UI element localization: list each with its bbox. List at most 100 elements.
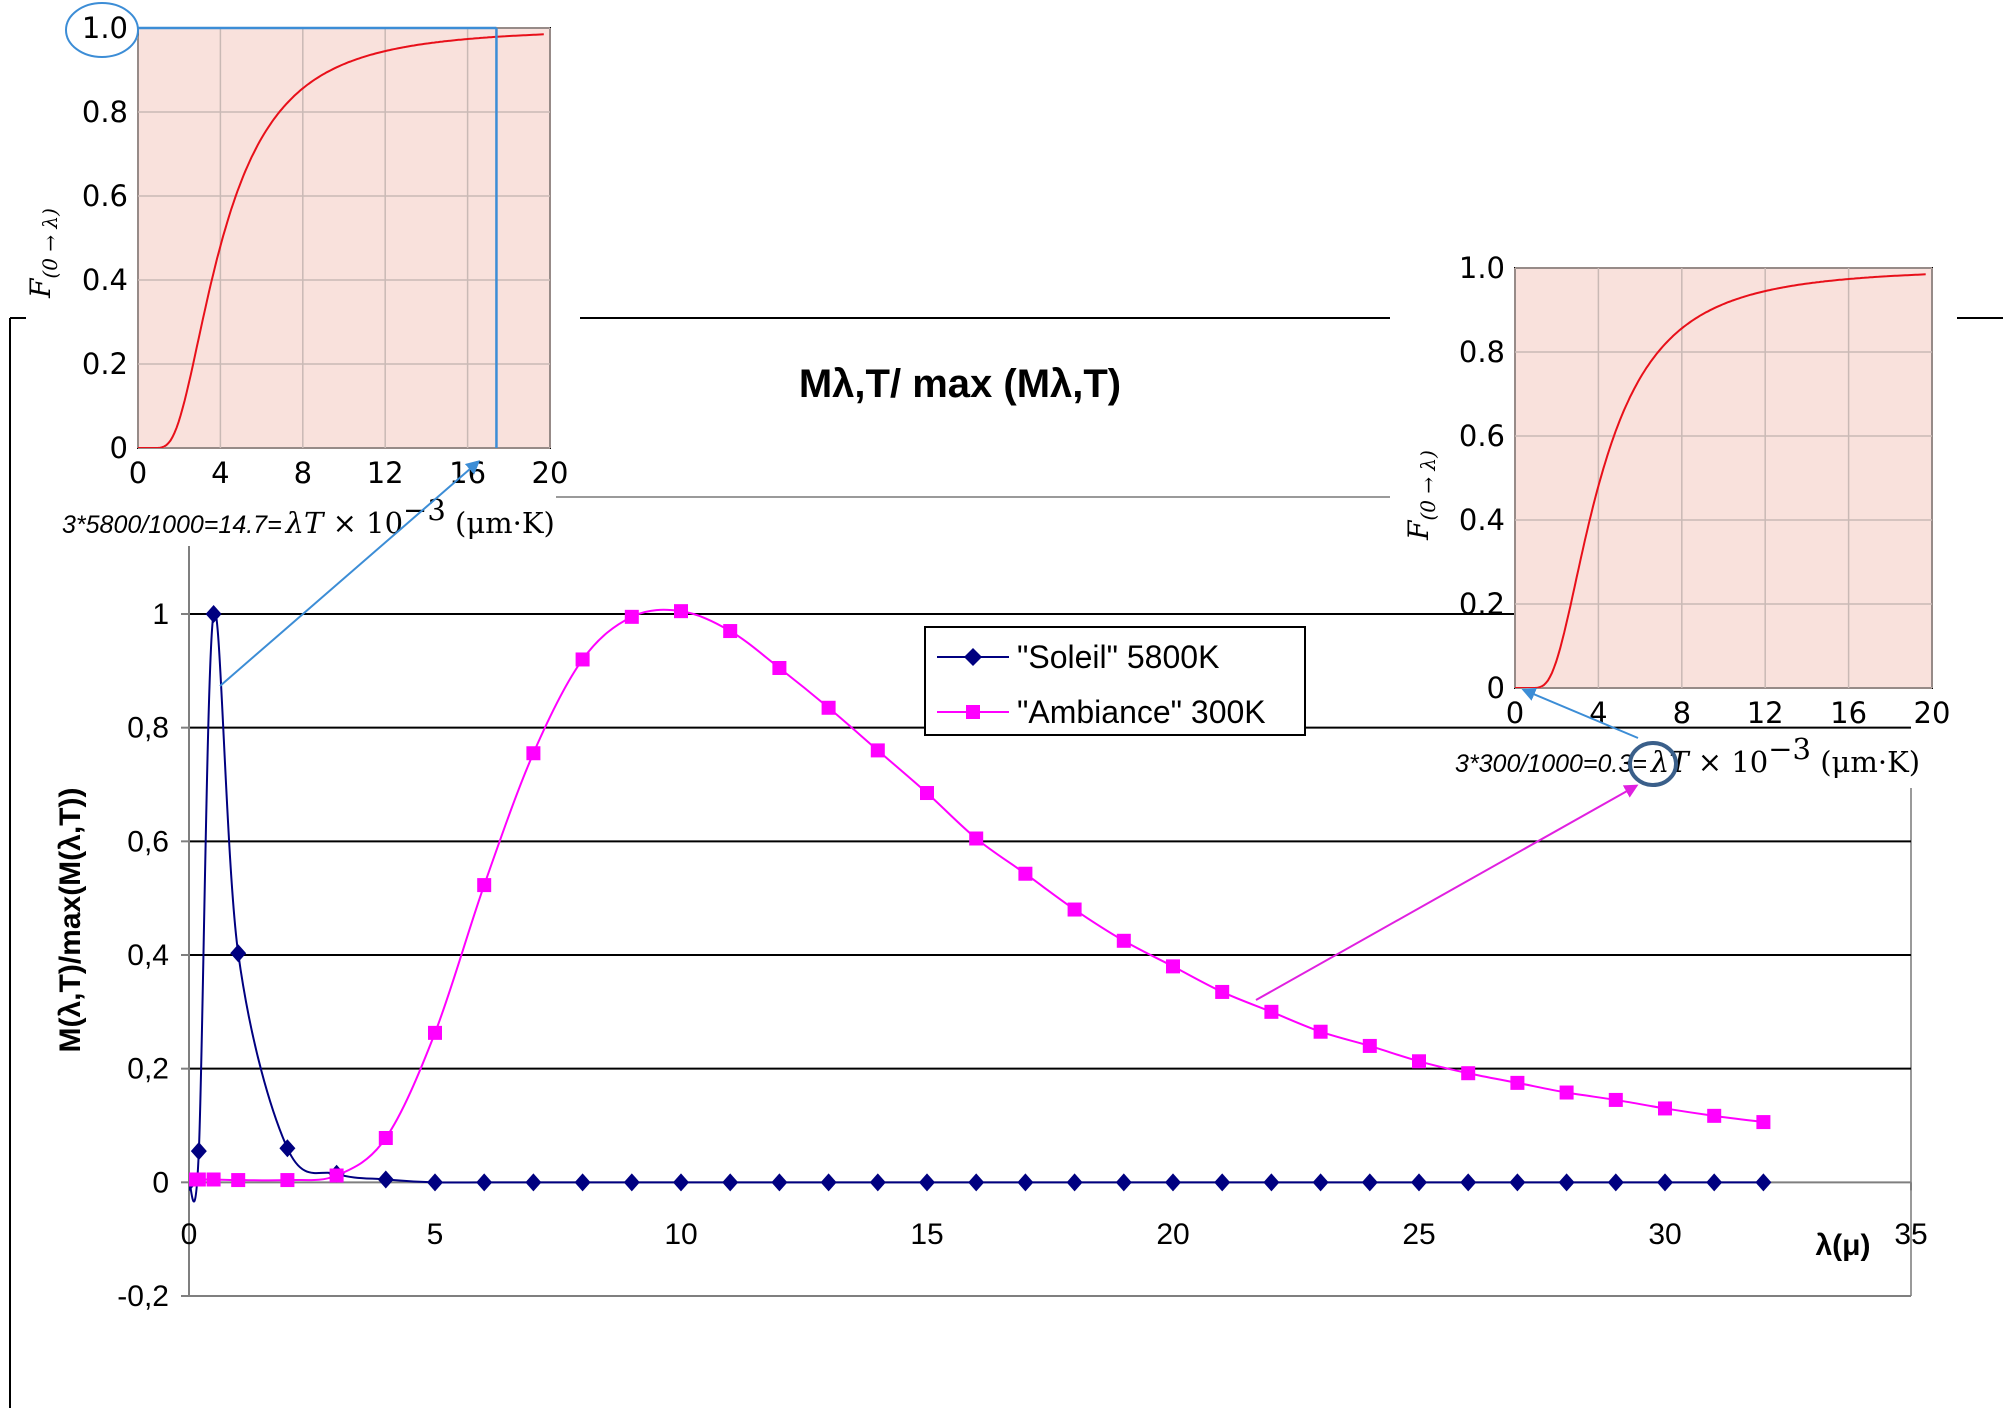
data-point-soleil bbox=[1263, 1173, 1280, 1192]
data-point-soleil bbox=[1411, 1173, 1427, 1192]
legend-label-soleil: "Soleil" 5800K bbox=[1017, 639, 1219, 675]
inset-y-tick-label: 1.0 bbox=[1459, 251, 1505, 285]
inset-x-tick-label: 8 bbox=[1673, 696, 1691, 730]
data-point-ambiance bbox=[378, 1131, 393, 1146]
x-tick-label: 25 bbox=[1402, 1218, 1435, 1251]
x-tick-label: 35 bbox=[1894, 1218, 1927, 1251]
arrow-to-origin bbox=[1521, 687, 1639, 739]
data-point-ambiance bbox=[1756, 1115, 1771, 1130]
data-point-ambiance bbox=[1215, 984, 1230, 999]
y-tick-label: -0,2 bbox=[117, 1280, 169, 1313]
y-axis-label: M(λ,T)/max(M(λ,T)) bbox=[54, 788, 87, 1053]
data-point-ambiance bbox=[1461, 1066, 1476, 1081]
inset-right: 0 4 8 12 16 20 0 0.2 0.4 0.6 0.8 1.0 F(0 → λ) 3*300… bbox=[1402, 251, 1950, 779]
inset-y-tick-label: 0.4 bbox=[1459, 503, 1505, 537]
data-point-soleil bbox=[1017, 1173, 1034, 1192]
x-tick-label: 15 bbox=[910, 1218, 943, 1251]
legend-marker-soleil bbox=[964, 648, 982, 666]
data-point-soleil bbox=[1509, 1173, 1526, 1192]
data-point-soleil bbox=[1361, 1173, 1378, 1192]
x-tick-label: 30 bbox=[1648, 1218, 1681, 1251]
data-point-ambiance bbox=[206, 1172, 221, 1187]
inset-y-tick-label: 0.6 bbox=[82, 179, 128, 213]
data-point-ambiance bbox=[1116, 933, 1131, 948]
data-point-ambiance bbox=[428, 1025, 442, 1040]
data-point-soleil bbox=[1214, 1173, 1231, 1192]
data-point-soleil bbox=[1312, 1173, 1329, 1192]
data-point-soleil bbox=[820, 1173, 837, 1192]
data-point-ambiance bbox=[723, 624, 738, 639]
data-point-ambiance bbox=[575, 652, 590, 667]
data-point-soleil bbox=[1115, 1173, 1132, 1192]
inset-y-tick-label: 0.8 bbox=[82, 95, 128, 129]
inset-x-tick-label: 20 bbox=[532, 456, 569, 490]
inset-x-tick-label: 4 bbox=[1589, 696, 1607, 730]
y-tick-label: 0,8 bbox=[127, 712, 169, 745]
data-point-ambiance bbox=[1658, 1101, 1672, 1116]
data-point-ambiance bbox=[477, 878, 492, 893]
annotations bbox=[65, 2, 1678, 1001]
x-axis-label: λ(μ) bbox=[1815, 1229, 1870, 1262]
data-point-ambiance bbox=[1559, 1085, 1574, 1100]
x-tick-label: 0 bbox=[181, 1218, 198, 1251]
data-point-ambiance bbox=[329, 1168, 344, 1183]
inset-x-tick-label: 16 bbox=[449, 456, 486, 490]
inset-y-tick-label: 0.8 bbox=[1459, 335, 1505, 369]
inset-x-tick-label: 12 bbox=[1747, 696, 1784, 730]
data-point-soleil bbox=[1607, 1173, 1624, 1192]
inset-x-tick-label: 4 bbox=[211, 456, 229, 490]
data-point-ambiance bbox=[1166, 959, 1180, 974]
data-point-soleil bbox=[427, 1173, 443, 1192]
data-point-ambiance bbox=[526, 746, 541, 761]
inset-x-tick-label: 0 bbox=[129, 456, 147, 490]
inset-left-y-label: F(0 → λ) bbox=[24, 208, 62, 299]
data-point-ambiance bbox=[1362, 1038, 1377, 1053]
data-point-ambiance bbox=[674, 604, 688, 619]
data-point-ambiance bbox=[772, 660, 787, 675]
data-point-soleil bbox=[968, 1173, 985, 1192]
x-tick-label: 20 bbox=[1156, 1218, 1189, 1251]
inset-right-tick-labels: 0 4 8 12 16 20 0 0.2 0.4 0.6 0.8 1.0 bbox=[1459, 251, 1951, 730]
inset-y-tick-label: 0 bbox=[110, 431, 128, 465]
data-point-soleil bbox=[919, 1173, 935, 1192]
data-point-soleil bbox=[1706, 1173, 1723, 1192]
x-tick-label: 5 bbox=[427, 1218, 444, 1251]
y-tick-label: 1 bbox=[152, 598, 169, 631]
inset-left-highlight bbox=[138, 26, 498, 448]
highlight-circle-left bbox=[65, 2, 139, 58]
inset-left-x-label: 3*5800/1000=14.7= λT × 10−3 (μm·K) bbox=[62, 493, 555, 540]
data-point-ambiance bbox=[1412, 1054, 1426, 1069]
data-point-ambiance bbox=[920, 786, 934, 801]
data-point-soleil bbox=[1657, 1173, 1673, 1192]
inset-x-tick-label: 8 bbox=[294, 456, 312, 490]
data-point-ambiance bbox=[870, 743, 885, 758]
inset-y-tick-label: 0.4 bbox=[82, 263, 128, 297]
data-point-soleil bbox=[1558, 1173, 1575, 1192]
highlight-circle-right bbox=[1628, 741, 1678, 787]
inset-y-tick-label: 0 bbox=[1487, 671, 1505, 705]
data-point-ambiance bbox=[1264, 1004, 1279, 1019]
inset-right-y-label: F(0 → λ) bbox=[1402, 450, 1440, 541]
inset-y-tick-label: 0.2 bbox=[1459, 587, 1505, 621]
data-point-soleil bbox=[1755, 1173, 1772, 1192]
data-point-soleil bbox=[1460, 1173, 1477, 1192]
data-point-soleil bbox=[279, 1139, 296, 1158]
data-point-soleil bbox=[190, 1142, 207, 1161]
inset-left-curve bbox=[138, 33, 544, 448]
data-point-soleil bbox=[525, 1173, 542, 1192]
data-point-soleil bbox=[230, 944, 247, 963]
inset-x-tick-label: 12 bbox=[367, 456, 404, 490]
data-point-ambiance bbox=[1067, 902, 1082, 917]
legend: "Soleil" 5800K "Ambiance" 300K bbox=[924, 626, 1306, 736]
y-tick-label: 0,6 bbox=[127, 825, 169, 858]
data-point-soleil bbox=[476, 1173, 493, 1192]
y-tick-label: 0,4 bbox=[127, 939, 169, 972]
inset-y-tick-label: 1.0 bbox=[82, 11, 128, 45]
data-point-ambiance bbox=[1608, 1092, 1623, 1107]
inset-right-gridlines bbox=[1514, 267, 1933, 689]
arrow-to-left-inset bbox=[219, 460, 481, 687]
data-point-soleil bbox=[673, 1173, 689, 1192]
data-point-soleil bbox=[1165, 1173, 1181, 1192]
inset-y-tick-label: 0.2 bbox=[82, 347, 128, 381]
